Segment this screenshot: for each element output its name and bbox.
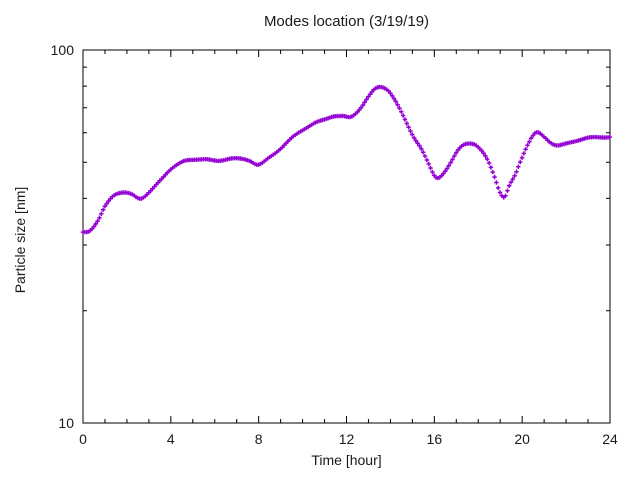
x-tick-label: 4 (167, 431, 175, 447)
axis-ticks (82, 49, 611, 424)
y-tick-label: 10 (58, 415, 74, 431)
y-axis-label: Particle size [nm] (12, 186, 28, 294)
x-tick-label: 0 (79, 431, 87, 447)
x-tick-label: 20 (514, 431, 530, 447)
x-tick-label: 24 (602, 431, 618, 447)
data-series-markers (80, 84, 612, 235)
chart-title: Modes location (3/19/19) (263, 13, 430, 30)
x-tick-label: 12 (339, 431, 355, 447)
x-axis-label: Time [hour] (311, 452, 382, 468)
x-tick-label: 16 (427, 431, 443, 447)
y-tick-label: 100 (51, 42, 75, 58)
plot-frame (82, 49, 611, 424)
x-tick-label: 8 (255, 431, 263, 447)
